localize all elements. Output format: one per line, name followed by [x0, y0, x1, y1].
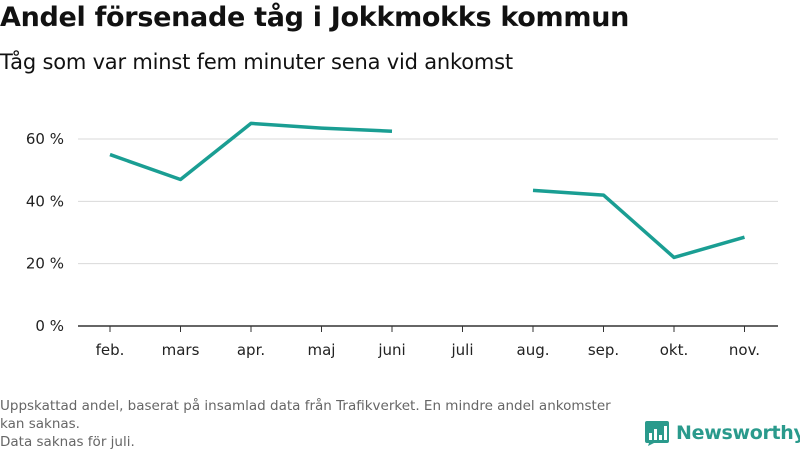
series-line — [532, 188, 745, 260]
series-line — [109, 121, 393, 182]
x-tick-label: maj — [308, 341, 336, 359]
footnote-line-missing: Data saknas för juli. — [0, 434, 135, 450]
x-tick-label: sep. — [588, 341, 619, 359]
newsworthy-logo-icon — [645, 421, 669, 446]
y-tick-label: 60 % — [26, 130, 64, 148]
x-tick-label: juli — [450, 341, 473, 359]
chart-title: Andel försenade tåg i Jokkmokks kommun — [0, 2, 630, 33]
x-tick-label: feb. — [96, 341, 125, 359]
y-tick-label: 40 % — [26, 192, 64, 210]
footnote-line-source: Uppskattad andel, baserat på insamlad da… — [0, 398, 611, 432]
x-tick-label: okt. — [660, 341, 689, 359]
brand-name: Newsworthy — [676, 422, 800, 444]
y-tick-label: 0 % — [35, 317, 64, 335]
x-tick-label: juni — [377, 341, 405, 359]
x-tick-label: nov. — [729, 341, 760, 359]
x-tick-label: mars — [162, 341, 200, 359]
chart-subtitle: Tåg som var minst fem minuter sena vid a… — [0, 50, 513, 74]
x-tick-label: apr. — [237, 341, 265, 359]
footnote: Uppskattad andel, baserat på insamlad da… — [0, 397, 630, 451]
y-tick-label: 20 % — [26, 255, 64, 273]
brand-logo: Newsworthy — [644, 420, 800, 446]
x-tick-label: aug. — [517, 341, 550, 359]
